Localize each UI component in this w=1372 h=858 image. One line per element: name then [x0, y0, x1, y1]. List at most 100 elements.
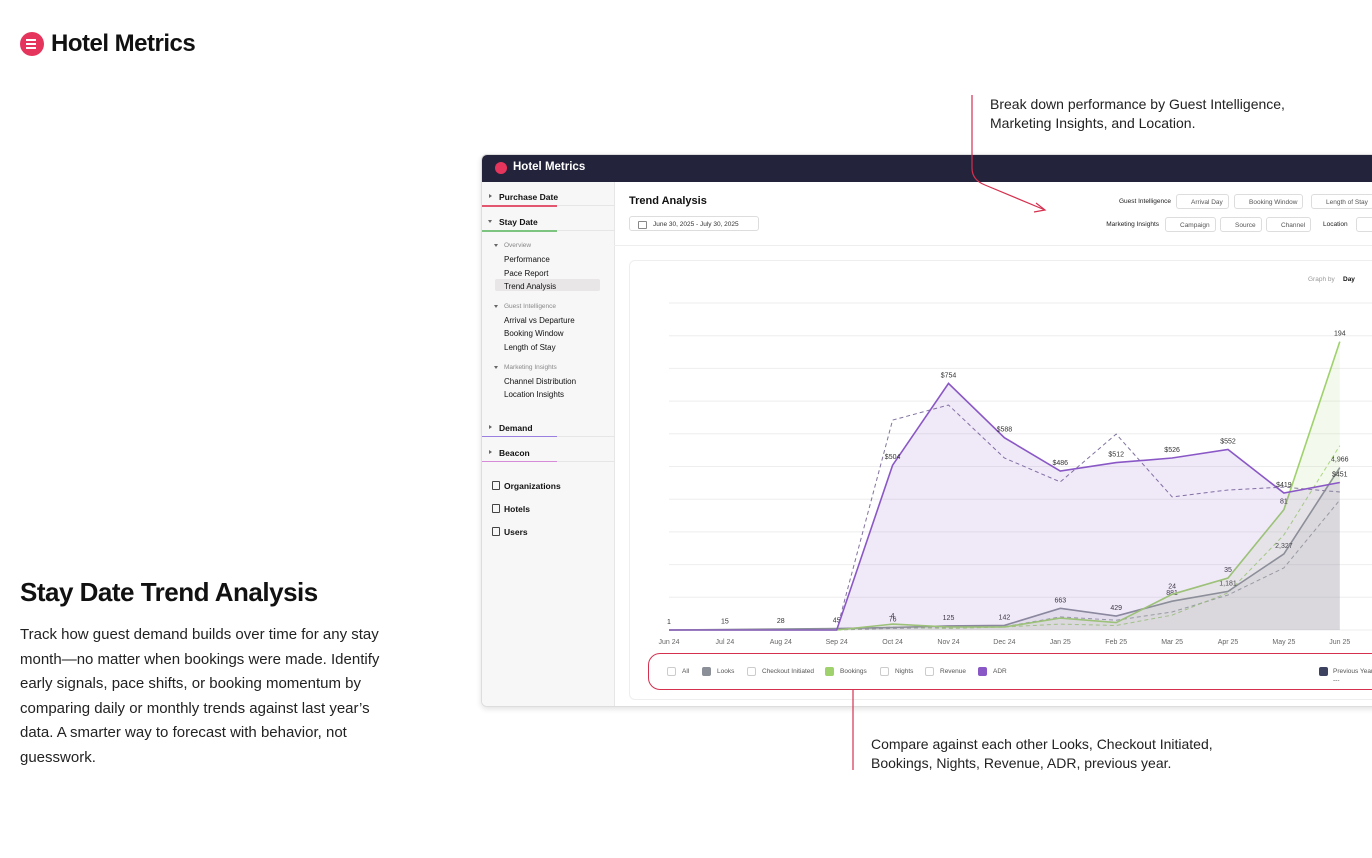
data-label: 28: [777, 618, 785, 625]
sidebar-item[interactable]: Location Insights: [504, 390, 565, 400]
legend-label[interactable]: All: [682, 668, 690, 675]
data-label: 81: [1280, 499, 1288, 506]
sidebar-link[interactable]: Hotels: [504, 503, 530, 514]
sidebar-item[interactable]: Arrival vs Departure: [504, 315, 575, 325]
x-tick-label: Jul 24: [716, 639, 735, 646]
filter-button[interactable]: Length of Stay: [1311, 194, 1372, 209]
brand: Hotel Metrics: [51, 30, 196, 57]
checkbox[interactable]: [825, 667, 834, 676]
chart-card: [629, 260, 1372, 700]
date-picker[interactable]: June 30, 2025 - July 30, 2025: [629, 216, 759, 231]
link-icon: [492, 526, 500, 536]
legend-box: [648, 653, 1372, 690]
checkbox[interactable]: [925, 667, 934, 676]
sidebar-section[interactable]: Demand: [499, 422, 533, 433]
legend-label[interactable]: Nights: [895, 668, 914, 675]
sidebar: [482, 182, 615, 706]
data-label: 142: [999, 614, 1011, 621]
legend-label[interactable]: Previous Year: [1333, 668, 1372, 675]
caret: [489, 194, 492, 198]
section-underline: [482, 435, 557, 438]
separator: [557, 205, 614, 206]
data-label: 2,327: [1275, 543, 1293, 550]
divider: [614, 245, 1372, 246]
sidebar-item[interactable]: Length of Stay: [504, 343, 556, 352]
filter-button[interactable]: Campaign: [1165, 217, 1216, 232]
callout-top: Break down performance by Guest Intellig…: [990, 96, 1285, 131]
filter-label: Marketing Insights: [1106, 221, 1159, 228]
link-icon: [492, 503, 500, 513]
x-tick-label: Jun 25: [1329, 639, 1350, 646]
data-label: $504: [885, 454, 901, 461]
data-label: 1,181: [1219, 580, 1237, 587]
sidebar-item[interactable]: Trend Analysis: [504, 282, 557, 292]
data-label: $754: [941, 372, 957, 379]
sidebar-link[interactable]: Users: [504, 526, 528, 537]
caret: [494, 244, 498, 247]
caret: [489, 424, 492, 429]
data-label: $552: [1220, 438, 1236, 445]
callout-arrow: [1033, 202, 1047, 213]
filter-button[interactable]: Booking Window: [1234, 194, 1304, 209]
sidebar-link[interactable]: Organizations: [504, 480, 561, 491]
sidebar-item[interactable]: Channel Distribution: [504, 376, 577, 386]
filter-button[interactable]: Source: [1220, 217, 1262, 232]
checkbox[interactable]: [978, 667, 987, 676]
data-label: 45: [833, 618, 841, 625]
checkbox[interactable]: [1319, 667, 1328, 676]
checkbox[interactable]: [880, 667, 889, 676]
group-label: Marketing Insights: [504, 363, 557, 371]
app-brand: Hotel Metrics: [513, 161, 586, 173]
area: [669, 383, 1340, 630]
data-label: $588: [997, 427, 1013, 434]
date-range: June 30, 2025 - July 30, 2025: [653, 221, 739, 228]
filter-button[interactable]: Arrival Day: [1176, 194, 1229, 209]
page-title: Trend Analysis: [629, 195, 707, 207]
caret: [489, 449, 492, 454]
data-label: 15: [721, 619, 729, 626]
data-label: 663: [1054, 597, 1066, 604]
x-tick-label: Dec 24: [993, 639, 1015, 646]
data-label: 35: [1224, 567, 1232, 574]
section-underline: [482, 205, 557, 207]
legend-marker: ---: [1333, 677, 1340, 684]
area: [669, 341, 1340, 630]
sidebar-section[interactable]: Purchase Date: [499, 192, 559, 202]
x-tick-label: Feb 25: [1105, 639, 1127, 646]
callout-bottom: Compare against each other Looks, Checko…: [871, 736, 1213, 771]
sidebar-section[interactable]: Beacon: [499, 447, 530, 458]
x-tick-label: May 25: [1272, 639, 1295, 646]
logo: [20, 32, 44, 56]
data-label: $526: [1164, 447, 1180, 454]
checkbox[interactable]: [702, 667, 711, 676]
sidebar-item[interactable]: Performance: [504, 255, 550, 264]
sidebar-section[interactable]: Stay Date: [499, 217, 538, 227]
sidebar-item[interactable]: Pace Report: [504, 268, 549, 278]
data-label: 76: [889, 617, 897, 624]
legend-label[interactable]: ADR: [993, 668, 1007, 675]
checkbox[interactable]: [747, 667, 756, 676]
filter-button[interactable]: [1356, 217, 1372, 232]
legend-label[interactable]: Revenue: [940, 668, 967, 675]
filter-button[interactable]: Channel: [1266, 217, 1312, 232]
data-label: $486: [1053, 460, 1069, 467]
data-label: 4,966: [1331, 457, 1349, 464]
data-label: $512: [1108, 452, 1124, 459]
legend-label[interactable]: Checkout Initiated: [762, 668, 815, 675]
app-header: [482, 155, 1372, 182]
sidebar-item[interactable]: Booking Window: [504, 329, 564, 339]
x-tick-label: Jan 25: [1050, 639, 1071, 646]
graph-by-value[interactable]: Day: [1343, 276, 1355, 283]
data-label: 24: [1168, 583, 1176, 590]
previous-year-line: [669, 499, 1341, 631]
x-tick-label: Oct 24: [882, 639, 903, 646]
data-label: 429: [1110, 605, 1122, 612]
intro-body: Track how guest demand builds over time …: [20, 626, 380, 766]
legend-label[interactable]: Looks: [717, 668, 735, 675]
x-tick-label: Nov 24: [937, 639, 959, 646]
checkbox[interactable]: [667, 667, 676, 676]
legend-label[interactable]: Bookings: [840, 668, 867, 675]
caret: [488, 220, 492, 223]
